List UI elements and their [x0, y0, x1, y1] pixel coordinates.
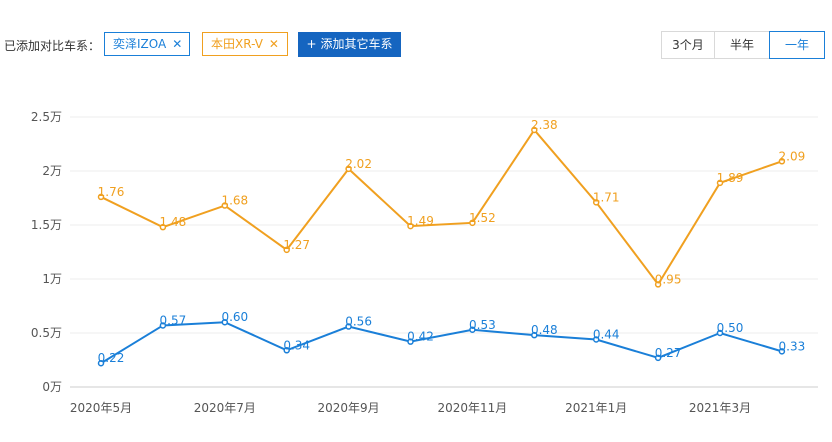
chip-izoa[interactable]: 奕泽IZOA ✕ [104, 32, 190, 56]
data-label-izoa: 0.56 [345, 315, 372, 329]
data-label-xrv: 1.49 [407, 214, 434, 228]
data-label-xrv: 2.38 [531, 118, 558, 132]
x-tick-label: 2020年11月 [437, 401, 507, 415]
data-label-xrv: 1.71 [593, 190, 620, 204]
data-point-izoa [778, 348, 786, 355]
data-point-izoa [592, 336, 600, 343]
close-icon[interactable]: ✕ [172, 37, 183, 51]
data-label-xrv: 2.09 [779, 149, 806, 163]
data-point-izoa [97, 359, 105, 367]
data-label-izoa: 0.57 [160, 313, 187, 327]
data-point-xrv [345, 165, 352, 173]
data-label-xrv: 1.89 [717, 171, 744, 185]
data-point-xrv [159, 223, 167, 231]
data-label-izoa: 0.60 [221, 310, 248, 324]
x-tick-label: 2021年1月 [565, 401, 627, 415]
data-point-xrv [97, 193, 105, 201]
data-point-xrv [407, 222, 414, 230]
chip-xrv[interactable]: 本田XR-V ✕ [202, 32, 288, 56]
close-icon[interactable]: ✕ [268, 37, 279, 51]
data-label-izoa: 0.50 [717, 321, 744, 335]
data-point-xrv [531, 126, 538, 134]
data-point-izoa [221, 318, 229, 326]
data-point-izoa [283, 347, 290, 354]
series-line-izoa [100, 321, 783, 365]
compare-label: 已添加对比车系： [4, 39, 101, 53]
data-point-izoa [469, 326, 476, 334]
chip-izoa-label: 奕泽IZOA [113, 37, 167, 51]
data-label-xrv: 1.68 [221, 194, 248, 208]
data-point-izoa [159, 322, 167, 329]
y-tick-label: 1万 [42, 272, 62, 286]
data-point-izoa [407, 338, 414, 345]
add-series-label: 添加其它车系 [320, 37, 393, 51]
y-tick-label: 0万 [42, 380, 62, 394]
plus-icon: + [306, 37, 317, 51]
data-label-izoa: 0.34 [283, 338, 310, 352]
data-label-xrv: 1.27 [283, 238, 310, 252]
data-label-xrv: 1.52 [469, 211, 496, 225]
data-point-izoa [716, 329, 724, 337]
data-label-izoa: 0.53 [469, 318, 496, 332]
x-tick-label: 2020年5月 [70, 401, 132, 415]
data-point-izoa [345, 323, 352, 330]
data-point-xrv [592, 199, 600, 206]
data-point-xrv [716, 179, 724, 187]
data-label-izoa: 0.44 [593, 327, 620, 341]
series-line-xrv [100, 128, 783, 287]
data-label-xrv: 0.95 [655, 272, 682, 286]
data-point-izoa [654, 354, 662, 362]
data-label-izoa: 0.33 [779, 339, 806, 353]
filter-bar: 已添加对比车系： 奕泽IZOA ✕ 本田XR-V ✕ + 添加其它车系 3个月 半年 … [0, 31, 832, 59]
x-tick-label: 2020年9月 [318, 401, 380, 415]
data-label-izoa: 0.22 [98, 351, 125, 365]
data-label-xrv: 1.76 [98, 185, 125, 199]
data-point-xrv [221, 202, 229, 209]
y-tick-label: 0.5万 [31, 326, 62, 340]
data-point-xrv [469, 219, 476, 227]
data-point-xrv [654, 281, 662, 288]
x-tick-label: 2021年3月 [689, 401, 751, 415]
x-tick-label: 2020年7月 [194, 401, 256, 415]
data-point-xrv [778, 158, 786, 165]
y-tick-label: 1.5万 [31, 218, 62, 232]
data-label-izoa: 0.27 [655, 346, 682, 360]
data-label-izoa: 0.42 [407, 330, 434, 344]
chip-xrv-label: 本田XR-V [211, 37, 263, 51]
data-label-xrv: 1.48 [160, 215, 187, 229]
data-point-xrv [283, 246, 290, 254]
add-series-button[interactable]: + 添加其它车系 [298, 32, 401, 57]
y-tick-label: 2万 [42, 164, 62, 178]
data-label-izoa: 0.48 [531, 323, 558, 337]
period-one-year[interactable]: 一年 [769, 31, 825, 59]
data-point-izoa [531, 331, 538, 339]
y-tick-label: 2.5万 [31, 110, 62, 124]
data-label-xrv: 2.02 [345, 157, 372, 171]
